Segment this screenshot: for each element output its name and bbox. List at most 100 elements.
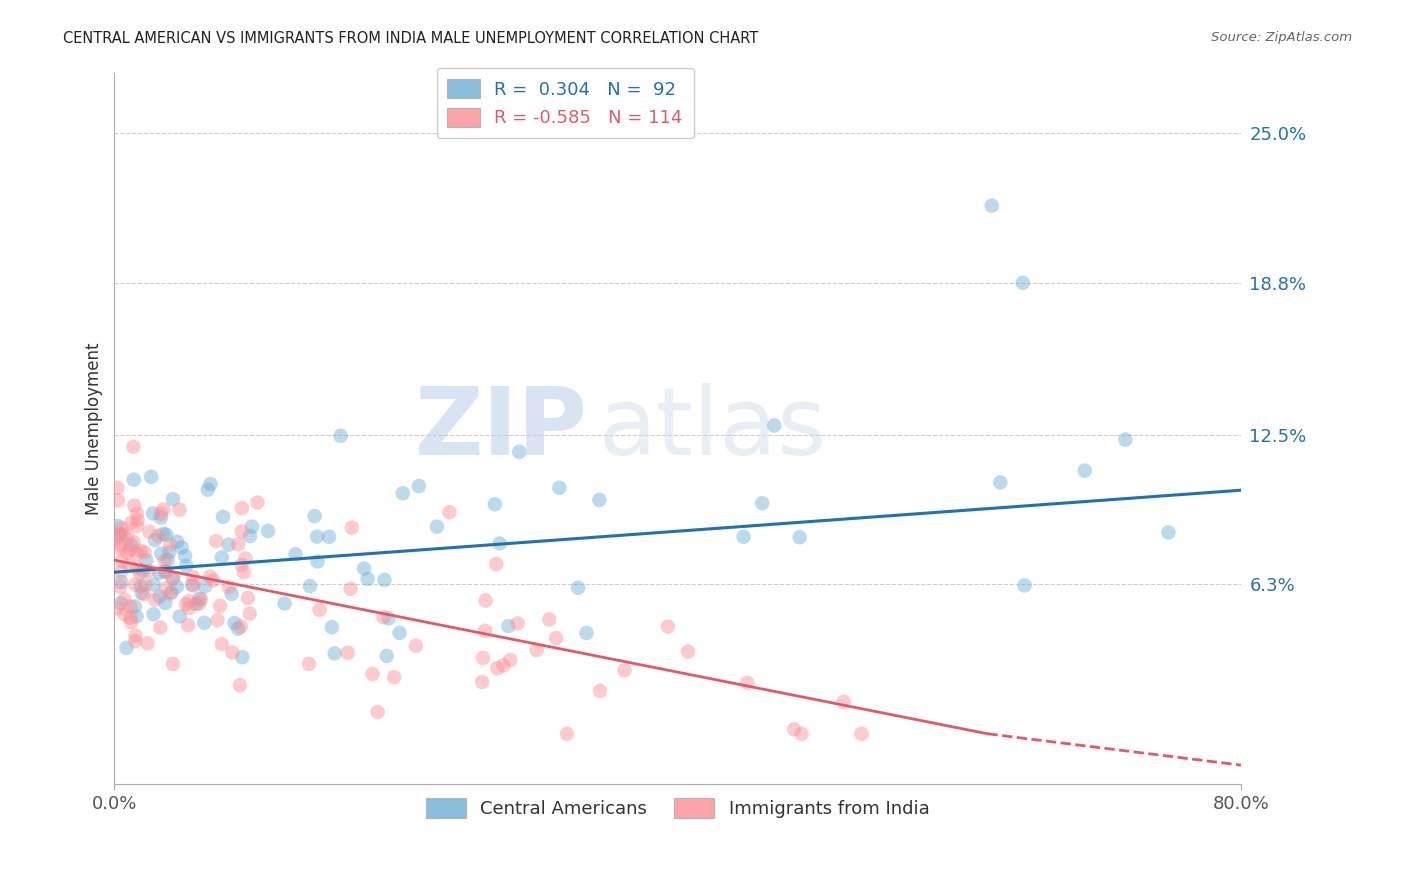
- Point: [184, 597, 207, 611]
- Point: [134, 578, 156, 592]
- Point: [202, 574, 225, 588]
- Point: [221, 587, 243, 601]
- Point: [499, 653, 522, 667]
- Point: [125, 519, 148, 533]
- Text: CENTRAL AMERICAN VS IMMIGRANTS FROM INDIA MALE UNEMPLOYMENT CORRELATION CHART: CENTRAL AMERICAN VS IMMIGRANTS FROM INDI…: [63, 31, 758, 46]
- Point: [657, 619, 679, 633]
- Point: [105, 519, 128, 533]
- Point: [177, 594, 200, 608]
- Point: [118, 542, 141, 557]
- Point: [232, 566, 254, 580]
- Point: [155, 564, 177, 578]
- Point: [181, 570, 204, 584]
- Point: [284, 547, 307, 561]
- Point: [1011, 276, 1033, 290]
- Point: [150, 547, 173, 561]
- Point: [273, 597, 295, 611]
- Point: [194, 579, 217, 593]
- Point: [388, 626, 411, 640]
- Point: [236, 591, 259, 605]
- Point: [132, 564, 155, 578]
- Point: [377, 611, 399, 625]
- Point: [218, 538, 240, 552]
- Point: [229, 678, 252, 692]
- Point: [120, 615, 142, 629]
- Point: [148, 566, 170, 580]
- Point: [110, 596, 132, 610]
- Point: [117, 546, 139, 560]
- Point: [988, 475, 1011, 490]
- Point: [166, 580, 188, 594]
- Point: [1073, 464, 1095, 478]
- Point: [373, 610, 395, 624]
- Point: [149, 510, 172, 524]
- Point: [506, 616, 529, 631]
- Point: [1114, 433, 1136, 447]
- Point: [198, 569, 221, 583]
- Point: [112, 607, 135, 621]
- Point: [336, 646, 359, 660]
- Point: [405, 639, 427, 653]
- Point: [124, 577, 146, 591]
- Point: [108, 529, 131, 543]
- Point: [181, 578, 204, 592]
- Point: [114, 592, 136, 607]
- Y-axis label: Male Unemployment: Male Unemployment: [86, 343, 103, 515]
- Point: [486, 661, 509, 675]
- Point: [170, 541, 193, 555]
- Point: [107, 601, 129, 615]
- Point: [110, 565, 132, 579]
- Point: [231, 558, 253, 572]
- Point: [226, 622, 249, 636]
- Point: [155, 527, 177, 541]
- Point: [353, 561, 375, 575]
- Point: [544, 631, 567, 645]
- Point: [174, 549, 197, 563]
- Point: [763, 418, 786, 433]
- Point: [304, 509, 326, 524]
- Point: [127, 507, 149, 521]
- Point: [143, 592, 166, 607]
- Point: [155, 582, 177, 596]
- Point: [485, 557, 508, 571]
- Point: [472, 651, 495, 665]
- Point: [120, 516, 142, 530]
- Point: [361, 667, 384, 681]
- Point: [207, 613, 229, 627]
- Point: [149, 507, 172, 521]
- Point: [120, 610, 142, 624]
- Point: [155, 565, 177, 579]
- Point: [1014, 578, 1036, 592]
- Text: atlas: atlas: [599, 383, 827, 475]
- Point: [224, 615, 246, 630]
- Point: [318, 530, 340, 544]
- Point: [153, 553, 176, 567]
- Point: [751, 496, 773, 510]
- Point: [157, 545, 180, 559]
- Point: [129, 579, 152, 593]
- Point: [120, 599, 142, 614]
- Point: [105, 532, 128, 546]
- Point: [212, 509, 235, 524]
- Point: [143, 533, 166, 548]
- Point: [307, 530, 329, 544]
- Point: [132, 587, 155, 601]
- Point: [439, 505, 461, 519]
- Point: [188, 591, 211, 606]
- Point: [149, 620, 172, 634]
- Point: [308, 603, 330, 617]
- Point: [357, 572, 380, 586]
- Point: [474, 593, 496, 607]
- Point: [1157, 525, 1180, 540]
- Point: [131, 586, 153, 600]
- Point: [124, 634, 146, 648]
- Point: [122, 535, 145, 549]
- Point: [124, 629, 146, 643]
- Point: [120, 538, 142, 552]
- Point: [367, 705, 389, 719]
- Point: [110, 541, 132, 556]
- Point: [128, 566, 150, 580]
- Point: [408, 479, 430, 493]
- Point: [141, 470, 163, 484]
- Point: [162, 571, 184, 585]
